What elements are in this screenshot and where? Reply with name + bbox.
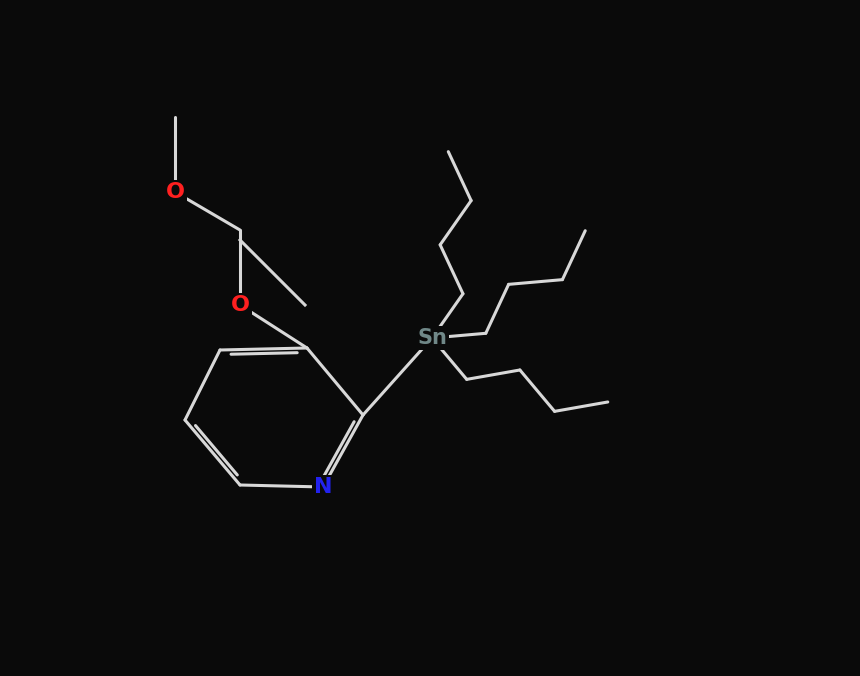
- Text: N: N: [314, 477, 332, 497]
- Text: O: O: [230, 295, 249, 315]
- Text: O: O: [165, 182, 185, 202]
- Text: Sn: Sn: [417, 328, 447, 348]
